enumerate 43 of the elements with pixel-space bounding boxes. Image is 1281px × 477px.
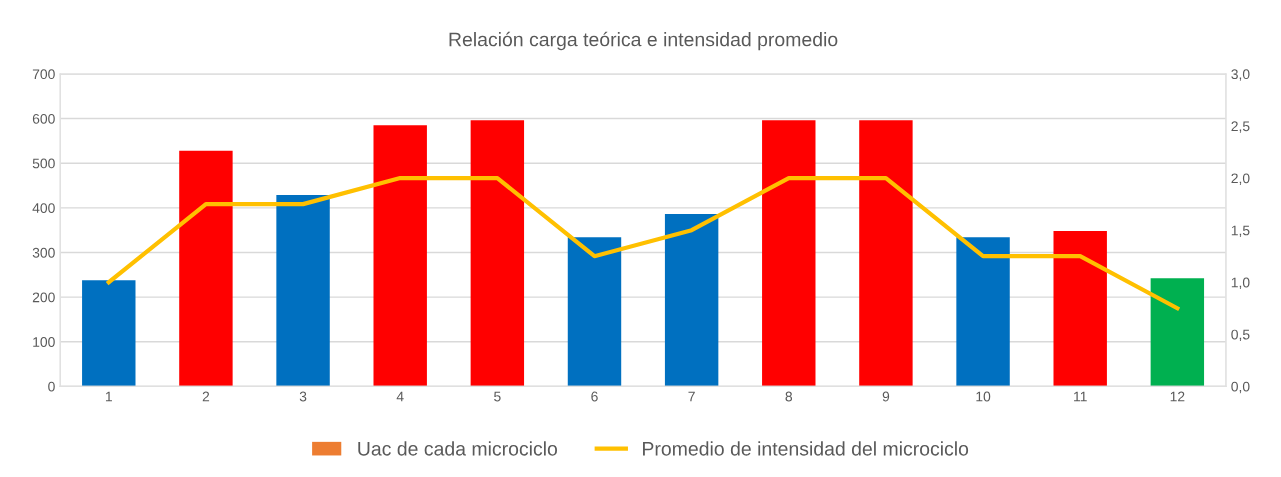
x-tick-label: 9 bbox=[882, 391, 890, 402]
bar bbox=[762, 120, 816, 387]
y-tick-label: 200 bbox=[32, 292, 55, 303]
bar bbox=[567, 237, 622, 387]
x-tick-label: 2 bbox=[202, 391, 210, 402]
y2-tick-label: 2,0 bbox=[1231, 173, 1250, 185]
x-tick-label: 4 bbox=[396, 391, 404, 402]
y-tick-label: 700 bbox=[32, 69, 55, 80]
y2-tick-label: 0,0 bbox=[1231, 381, 1250, 394]
bar bbox=[373, 125, 427, 387]
x-tick-label: 10 bbox=[976, 391, 991, 402]
bar bbox=[859, 120, 913, 387]
bar bbox=[956, 237, 1010, 387]
x-tick-label: 8 bbox=[785, 391, 793, 402]
y2-tick-label: 1,5 bbox=[1231, 225, 1250, 237]
bar bbox=[470, 120, 525, 387]
y2-tick-label: 3,0 bbox=[1231, 69, 1250, 81]
text: Uac de cada microciclo bbox=[358, 441, 558, 456]
y2-tick-label: 0,5 bbox=[1231, 329, 1250, 342]
x-tick-label: 1 bbox=[105, 391, 112, 402]
line-series bbox=[106, 175, 1180, 311]
x-tick-label: 7 bbox=[688, 391, 695, 402]
y2-tick-label: 2,5 bbox=[1231, 121, 1250, 133]
chart-title: Relación carga teórica e intensidad promedio bbox=[449, 31, 838, 51]
bar bbox=[82, 280, 136, 387]
bar bbox=[276, 194, 330, 387]
y-tick-label: 300 bbox=[32, 247, 55, 258]
bar bbox=[1053, 231, 1107, 387]
legend-label: Promedio de intensidad del microciclo bbox=[643, 441, 969, 456]
x-tick-label: 5 bbox=[494, 391, 501, 402]
y-tick-label: 500 bbox=[32, 158, 55, 169]
x-tick-label: 6 bbox=[591, 391, 598, 402]
y-tick-label: 600 bbox=[32, 113, 55, 124]
x-tick-label: 3 bbox=[299, 391, 307, 402]
y2-tick-label: 1,0 bbox=[1231, 277, 1250, 290]
x-tick-label: 12 bbox=[1170, 391, 1185, 402]
y-tick-label: 0 bbox=[48, 381, 55, 392]
x-tick-label: 11 bbox=[1074, 391, 1087, 402]
bar bbox=[179, 150, 233, 387]
bar bbox=[1150, 278, 1205, 387]
bar bbox=[664, 214, 719, 387]
y-tick-label: 400 bbox=[32, 203, 55, 213]
y-tick-label: 100 bbox=[33, 337, 55, 347]
